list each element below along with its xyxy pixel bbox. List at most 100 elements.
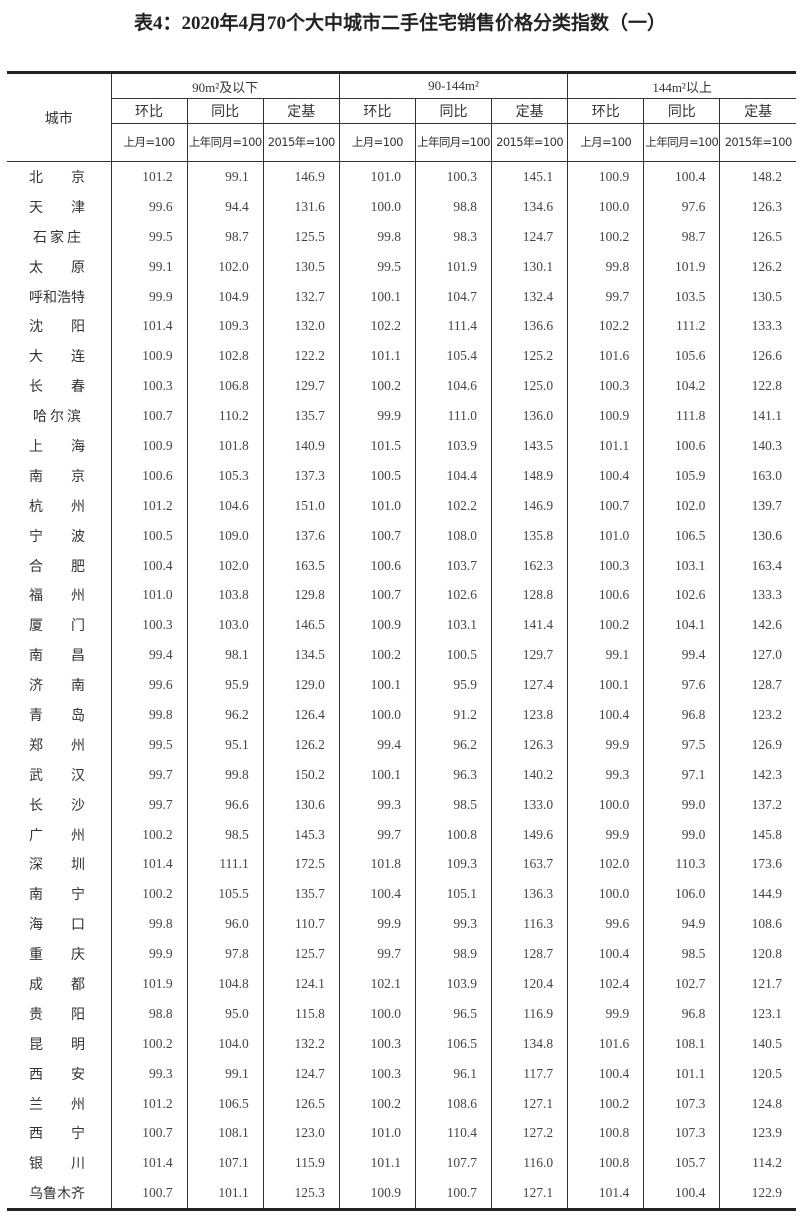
value-cell: 100.1	[339, 281, 416, 312]
value-cell: 99.9	[567, 819, 645, 850]
value-cell: 100.6	[111, 460, 188, 491]
value-cell: 100.0	[567, 191, 645, 222]
value-cell: 110.3	[643, 849, 721, 880]
city-cell: 银川	[7, 1148, 112, 1179]
value-cell: 100.7	[339, 580, 416, 611]
city-cell: 福州	[7, 580, 112, 611]
value-cell: 99.6	[111, 191, 188, 222]
table-row: 厦门 100.3 103.0 146.5 100.9 103.1 141.4 100.2 104…	[7, 610, 796, 641]
city-name: 南宁	[29, 887, 85, 904]
value-cell: 101.6	[567, 341, 645, 372]
table-row: 宁波 100.5 109.0 137.6 100.7 108.0 135.8 101.0 106…	[7, 520, 796, 551]
table-row: 西宁 100.7 108.1 123.0 101.0 110.4 127.2 100.8 107…	[7, 1118, 796, 1149]
value-cell: 105.3	[187, 460, 264, 491]
value-cell: 99.4	[339, 729, 416, 760]
value-cell: 100.3	[567, 550, 645, 581]
value-cell: 115.9	[263, 1148, 340, 1179]
value-cell: 129.0	[263, 670, 340, 701]
base-header-base: 2015年=100	[263, 123, 340, 162]
value-cell: 125.2	[491, 341, 569, 372]
base-header-mom: 上月=100	[339, 123, 416, 162]
value-cell: 95.1	[187, 729, 264, 760]
value-cell: 162.3	[491, 550, 569, 581]
value-cell: 140.3	[751, 437, 782, 453]
value-cell: 141.1	[751, 408, 782, 424]
value-cell: 99.8	[567, 251, 645, 282]
value-cell: 99.8	[111, 700, 188, 730]
value-cell: 101.9	[415, 251, 493, 282]
base-header-yoy: 上年同月=100	[643, 123, 721, 162]
value-cell: 140.2	[491, 759, 569, 790]
value-cell: 101.0	[339, 1118, 416, 1149]
value-cell: 132.2	[263, 1028, 340, 1059]
value-cell: 101.2	[111, 1088, 188, 1119]
value-cell: 97.1	[643, 759, 721, 790]
city-cell: 北京	[7, 161, 112, 192]
city-name: 大连	[29, 349, 85, 366]
value-cell: 111.2	[643, 311, 721, 342]
value-cell: 111.0	[415, 401, 493, 432]
value-cell: 100.4	[643, 1178, 721, 1210]
value-cell: 116.9	[491, 998, 569, 1029]
city-cell: 厦门	[7, 610, 112, 641]
value-cell: 100.4	[567, 460, 645, 491]
value-cell: 136.3	[491, 879, 569, 910]
value-cell: 142.6	[751, 617, 782, 633]
value-cell: 148.2	[751, 168, 782, 184]
value-cell: 102.6	[643, 580, 721, 611]
city-name: 海口	[29, 917, 85, 934]
value-cell: 103.0	[187, 610, 264, 641]
city-name: 石家庄	[33, 229, 81, 246]
value-cell: 99.8	[339, 221, 416, 252]
city-cell: 乌鲁木齐	[7, 1178, 112, 1210]
city-cell: 杭州	[7, 490, 112, 521]
value-cell: 133.3	[751, 318, 782, 334]
city-cell: 宁波	[7, 520, 112, 551]
value-cell: 99.7	[111, 789, 188, 820]
value-cell: 100.3	[339, 1058, 416, 1089]
value-cell: 103.9	[415, 431, 493, 461]
value-cell: 98.8	[415, 191, 493, 222]
value-cell: 149.6	[491, 819, 569, 850]
value-cell: 126.3	[751, 198, 782, 214]
value-cell: 130.1	[491, 251, 569, 282]
value-cell: 99.3	[339, 789, 416, 820]
city-cell: 哈尔滨	[7, 401, 112, 432]
value-cell: 145.3	[263, 819, 340, 850]
city-cell: 沈阳	[7, 311, 112, 342]
value-cell: 103.1	[643, 550, 721, 581]
value-cell: 117.7	[491, 1058, 569, 1089]
value-cell: 126.9	[751, 736, 782, 752]
value-cell: 100.9	[567, 401, 645, 432]
value-cell: 127.1	[491, 1088, 569, 1119]
value-cell: 97.8	[187, 939, 264, 970]
value-cell: 120.8	[751, 946, 782, 962]
value-cell: 108.6	[751, 916, 782, 932]
value-cell: 104.7	[415, 281, 493, 312]
value-cell: 102.0	[187, 251, 264, 282]
value-cell: 100.2	[567, 610, 645, 641]
value-cell: 114.2	[752, 1155, 782, 1171]
value-cell: 99.6	[111, 670, 188, 701]
table-row: 呼和浩特 99.9 104.9 132.7 100.1 104.7 132.4 99.7 103…	[7, 281, 796, 312]
value-cell: 103.5	[643, 281, 721, 312]
value-cell: 97.5	[643, 729, 721, 760]
table-row: 海口 99.8 96.0 110.7 99.9 99.3 116.3 99.6 94.9 108.…	[7, 909, 796, 940]
table-row: 西安 99.3 99.1 124.7 100.3 96.1 117.7 100.4 101.1 1…	[7, 1058, 796, 1089]
city-name: 兰州	[29, 1096, 85, 1113]
value-cell: 110.4	[415, 1118, 493, 1149]
value-cell: 98.5	[415, 789, 493, 820]
value-cell: 124.7	[491, 221, 569, 252]
value-cell: 123.9	[751, 1125, 782, 1141]
value-cell: 136.0	[491, 401, 569, 432]
value-cell: 102.6	[415, 580, 493, 611]
value-cell: 99.5	[111, 729, 188, 760]
group-header-over-144: 144m²以上	[567, 72, 796, 99]
table-row: 北京 101.2 99.1 146.9 101.0 100.3 145.1 100.9 100.…	[7, 161, 796, 192]
value-cell: 101.8	[187, 431, 264, 461]
value-cell: 100.2	[339, 371, 416, 402]
value-cell: 101.0	[111, 580, 188, 611]
city-name: 沈阳	[29, 319, 85, 336]
value-cell: 95.9	[415, 670, 493, 701]
value-cell: 100.7	[415, 1178, 493, 1210]
